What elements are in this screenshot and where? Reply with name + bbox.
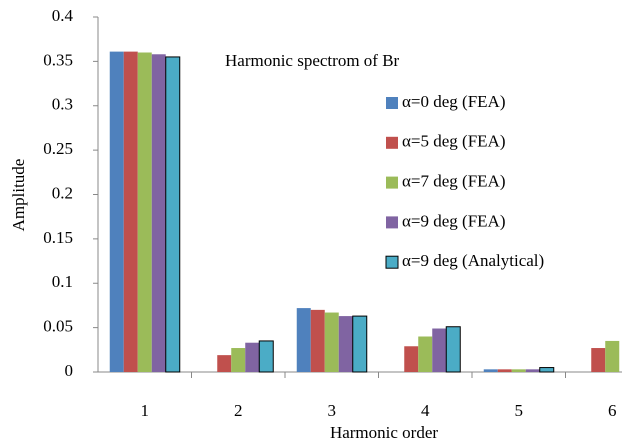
legend-label: α=7 deg (FEA): [402, 172, 505, 191]
x-axis-label: Harmonic order: [330, 423, 438, 441]
bar: [324, 312, 339, 372]
y-tick-label: 0.2: [52, 183, 73, 202]
bar: [483, 369, 498, 372]
y-tick-label: 0.1: [52, 272, 73, 291]
bar: [245, 342, 260, 372]
bar: [137, 52, 152, 372]
legend-label: α=9 deg (Analytical): [402, 251, 544, 270]
legend-swatch: [385, 255, 399, 269]
bar: [605, 340, 620, 372]
chart-title: Harmonic spectrom of Br: [225, 51, 400, 70]
x-tick-label: 4: [421, 401, 430, 420]
y-tick-label: 0.25: [43, 139, 73, 158]
legend-label: α=0 deg (FEA): [402, 92, 505, 111]
legend-label: α=9 deg (FEA): [402, 211, 505, 230]
bar: [151, 54, 166, 373]
bar: [497, 369, 512, 372]
bar: [591, 348, 606, 372]
legend-swatch: [386, 97, 398, 109]
x-tick-label: 5: [515, 401, 524, 420]
bar: [296, 308, 311, 372]
bar: [418, 336, 433, 372]
y-tick-label: 0.3: [52, 95, 73, 114]
bar: [231, 348, 246, 372]
x-tick-label: 2: [234, 401, 243, 420]
bar: [352, 315, 368, 373]
bar: [432, 328, 447, 372]
bar: [310, 309, 325, 372]
bar: [123, 51, 138, 373]
bar: [258, 340, 274, 373]
x-tick-label: 6: [608, 401, 617, 420]
legend-swatch: [386, 136, 398, 149]
x-tick-label: 3: [328, 401, 337, 420]
bar: [511, 369, 526, 372]
y-tick-label: 0.35: [43, 50, 73, 69]
bar: [338, 316, 353, 372]
bar: [109, 51, 124, 373]
legend-label: α=5 deg (FEA): [402, 132, 505, 151]
x-tick-label: 1: [141, 401, 150, 420]
y-tick-label: 0.05: [43, 317, 73, 336]
bar: [217, 355, 232, 372]
y-tick-label: 0.15: [43, 228, 73, 247]
y-tick-label: 0: [65, 361, 74, 380]
legend-swatch: [386, 216, 398, 229]
bar: [525, 369, 540, 372]
bar: [165, 56, 181, 373]
y-tick-label: 0.4: [52, 6, 74, 25]
bar: [539, 367, 555, 373]
y-axis-label: Amplitude: [9, 159, 28, 232]
bar: [445, 326, 461, 373]
bar: [404, 346, 419, 372]
legend-swatch: [386, 176, 398, 189]
